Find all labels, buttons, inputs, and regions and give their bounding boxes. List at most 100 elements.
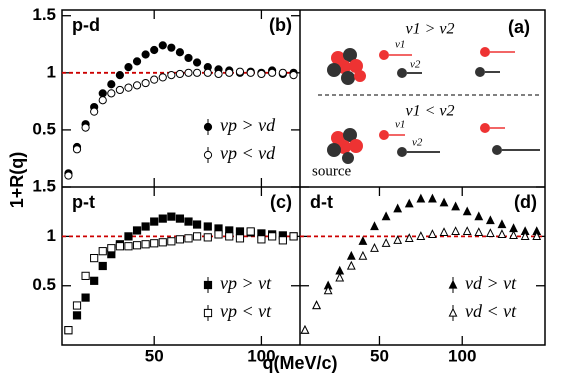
legend-label: vd > vt bbox=[465, 273, 517, 293]
y-tick-label: 1.5 bbox=[32, 5, 56, 24]
point bbox=[235, 234, 245, 243]
arrow-label: v1 bbox=[395, 119, 405, 131]
point bbox=[381, 211, 391, 221]
relation: v1 > v2 bbox=[406, 21, 455, 38]
point bbox=[184, 68, 193, 77]
point bbox=[192, 220, 202, 229]
point bbox=[90, 276, 99, 285]
point bbox=[158, 73, 167, 82]
point bbox=[451, 201, 461, 211]
point bbox=[107, 244, 116, 253]
point bbox=[246, 68, 255, 77]
point bbox=[167, 237, 176, 246]
point bbox=[72, 301, 82, 310]
point bbox=[167, 212, 176, 221]
relation: v1 < v2 bbox=[406, 103, 455, 120]
point bbox=[268, 232, 277, 241]
point bbox=[115, 85, 124, 95]
legend-marker bbox=[203, 150, 213, 160]
point bbox=[124, 62, 133, 72]
legend-marker bbox=[203, 308, 213, 318]
point bbox=[300, 324, 310, 334]
point bbox=[72, 311, 82, 320]
point bbox=[474, 227, 484, 237]
point bbox=[312, 300, 321, 310]
point bbox=[175, 48, 185, 57]
point bbox=[416, 231, 426, 240]
point bbox=[225, 68, 234, 77]
point bbox=[141, 240, 150, 249]
point bbox=[346, 250, 356, 260]
point bbox=[81, 123, 90, 132]
point bbox=[335, 272, 345, 282]
x-tick-label: 100 bbox=[448, 346, 476, 365]
legend-marker bbox=[448, 307, 458, 317]
point bbox=[150, 217, 159, 226]
y-tick-label: 1 bbox=[47, 62, 56, 81]
x-tick-label: 50 bbox=[145, 346, 164, 365]
panel-title: d-t bbox=[310, 192, 333, 212]
legend-label: vp < vt bbox=[220, 301, 272, 321]
legend-label: vp > vd bbox=[220, 115, 276, 135]
point bbox=[497, 219, 507, 229]
panel-title: p-d bbox=[72, 15, 100, 35]
panel-label: (b) bbox=[269, 15, 292, 35]
point bbox=[107, 80, 116, 89]
panel-label: (a) bbox=[508, 17, 530, 37]
point bbox=[124, 232, 133, 241]
point bbox=[141, 78, 150, 88]
legend-marker bbox=[203, 122, 213, 132]
y-tick-label: 1 bbox=[47, 226, 56, 245]
point bbox=[192, 68, 202, 77]
point bbox=[124, 83, 133, 92]
x-axis-label: q(MeV/c) bbox=[262, 353, 337, 373]
point bbox=[98, 247, 107, 256]
point bbox=[158, 238, 167, 247]
point bbox=[115, 242, 124, 251]
y-tick-label: 1.5 bbox=[32, 176, 56, 195]
point bbox=[462, 206, 472, 216]
point bbox=[64, 326, 73, 335]
point bbox=[462, 226, 472, 236]
point bbox=[509, 230, 518, 239]
point bbox=[268, 68, 277, 77]
point bbox=[192, 58, 202, 67]
point bbox=[150, 239, 159, 248]
point bbox=[98, 261, 107, 271]
point bbox=[439, 227, 449, 237]
source-cluster bbox=[327, 48, 366, 164]
point bbox=[235, 67, 245, 76]
point bbox=[257, 69, 266, 79]
point bbox=[428, 193, 437, 203]
legend-label: vp > vt bbox=[220, 273, 272, 293]
point bbox=[150, 75, 159, 84]
arrow-label: v1 bbox=[395, 39, 405, 51]
point bbox=[358, 250, 368, 260]
point bbox=[532, 231, 542, 240]
particles bbox=[379, 47, 540, 157]
point bbox=[98, 89, 107, 98]
point bbox=[203, 222, 212, 231]
point bbox=[107, 89, 116, 98]
point bbox=[439, 197, 449, 207]
point bbox=[370, 243, 379, 252]
diagram: (a) v1 > v2 v1 < v2 v1 v2 v1 v2 source bbox=[312, 17, 540, 179]
point bbox=[132, 81, 142, 90]
point bbox=[184, 234, 193, 243]
point bbox=[278, 68, 287, 77]
point bbox=[323, 285, 333, 295]
legend-label: vp < vd bbox=[220, 143, 276, 163]
point bbox=[98, 96, 107, 105]
point bbox=[141, 50, 150, 59]
point bbox=[474, 211, 484, 221]
point bbox=[416, 193, 426, 203]
point bbox=[158, 214, 167, 223]
arrow-label: v2 bbox=[412, 137, 423, 149]
point bbox=[158, 41, 167, 50]
point bbox=[115, 70, 124, 80]
point bbox=[64, 171, 73, 180]
point bbox=[203, 68, 212, 77]
point bbox=[72, 145, 82, 154]
point bbox=[404, 198, 414, 208]
